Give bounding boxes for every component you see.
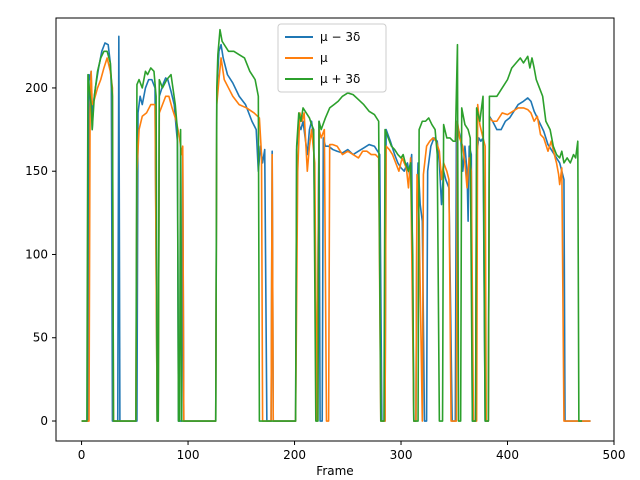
legend-label-series-3: μ + 3δ xyxy=(320,72,360,86)
legend-label-series-1: μ − 3δ xyxy=(320,30,360,44)
x-tick-label: 400 xyxy=(496,448,519,462)
x-axis-label: Frame xyxy=(316,464,353,478)
x-tick-label: 300 xyxy=(390,448,413,462)
legend-label-series-2: μ xyxy=(320,51,328,65)
y-tick-label: 100 xyxy=(25,247,48,261)
x-tick-label: 0 xyxy=(78,448,86,462)
y-tick-label: 0 xyxy=(40,414,48,428)
y-tick-label: 50 xyxy=(33,331,48,345)
x-axis: 0 100 200 300 400 500 xyxy=(78,441,626,462)
legend: μ − 3δ μ μ + 3δ xyxy=(277,23,387,93)
x-tick-label: 500 xyxy=(603,448,626,462)
y-tick-label: 200 xyxy=(25,81,48,95)
x-tick-label: 100 xyxy=(177,448,200,462)
legend-box xyxy=(277,23,387,93)
series-line-3 xyxy=(81,28,583,422)
series-layer xyxy=(81,28,591,422)
y-axis: 0 50 100 150 200 xyxy=(25,81,56,428)
y-tick-label: 150 xyxy=(25,164,48,178)
plot-frame xyxy=(55,17,615,442)
x-tick-label: 200 xyxy=(283,448,306,462)
